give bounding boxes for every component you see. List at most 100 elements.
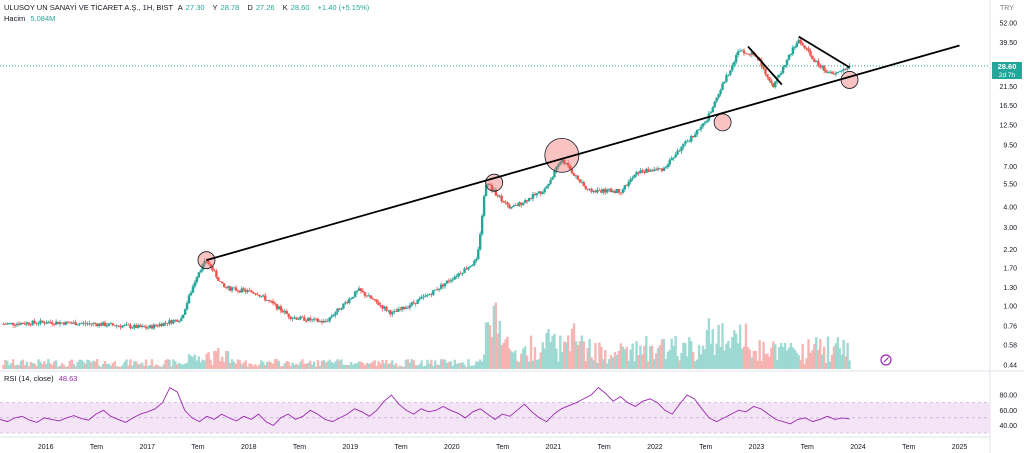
volume-bar xyxy=(762,341,765,369)
volume-bar xyxy=(482,354,486,369)
volume-bar xyxy=(168,359,171,369)
volume-bar xyxy=(725,343,728,369)
highlight-circle xyxy=(713,113,732,132)
candle-body xyxy=(600,190,603,193)
candle-body xyxy=(265,300,269,302)
candle-body xyxy=(692,135,695,138)
candle-body xyxy=(195,277,199,283)
candle-body xyxy=(60,322,64,324)
candle-body xyxy=(99,323,103,326)
candle-body xyxy=(170,320,173,324)
candle-body xyxy=(658,168,662,170)
candle-body xyxy=(492,189,496,191)
volume-bar xyxy=(436,364,439,369)
candle-body xyxy=(66,321,70,323)
candle-body xyxy=(733,62,736,66)
volume-bar xyxy=(680,352,683,369)
volume-bar xyxy=(375,365,378,369)
time-tick-label: 2021 xyxy=(546,444,562,451)
volume-bar xyxy=(340,359,343,369)
candle-body xyxy=(418,298,421,300)
candle-body xyxy=(264,295,267,301)
candle-body xyxy=(369,295,372,299)
time-axis[interactable]: 2016 Tem 2017 Tem 2018 Tem 2019 Tem 2020 Tem 2021 T… xyxy=(38,444,968,451)
candle-body xyxy=(191,286,195,293)
candle-body xyxy=(559,162,562,165)
candle-body xyxy=(568,165,572,170)
volume-bar xyxy=(246,366,249,369)
volume-bar xyxy=(697,344,701,369)
candle-body xyxy=(320,321,324,323)
volume-bar xyxy=(371,361,374,369)
volume-bar xyxy=(240,364,243,369)
candle-body xyxy=(86,323,89,325)
volume-bar xyxy=(527,361,531,369)
volume-bar xyxy=(135,361,138,369)
volume-bar xyxy=(273,359,277,369)
volume-bar xyxy=(387,364,390,369)
volume-bar xyxy=(78,359,81,369)
time-tick-label: Tem xyxy=(90,444,103,451)
volume-bar xyxy=(676,356,679,369)
volume-bar xyxy=(824,363,828,369)
volume-bar xyxy=(674,336,677,369)
volume-bar xyxy=(13,365,17,369)
volume-bar xyxy=(830,354,834,369)
candle-body xyxy=(224,287,228,288)
volume-bar xyxy=(441,359,445,369)
volume-bar xyxy=(125,359,128,369)
price-tick-label: 0.76 xyxy=(1003,323,1017,330)
volume-bar xyxy=(113,361,116,369)
symbol-legend[interactable]: ULUSOY UN SANAYİ VE TİCARET A.Ş., 1H, BI… xyxy=(4,3,372,12)
price-tick-label: 1.00 xyxy=(1003,304,1017,311)
volume-bar xyxy=(564,342,568,369)
candle-body xyxy=(439,284,443,289)
volume-bar xyxy=(162,364,165,369)
volume-bar xyxy=(119,366,122,369)
candle-body xyxy=(604,189,607,193)
candle-body xyxy=(15,323,19,326)
candle-body xyxy=(494,189,498,196)
alert-icon[interactable] xyxy=(880,354,892,366)
rsi-axis[interactable]: 80.00 60.00 40.00 xyxy=(999,393,1017,430)
symbol-title[interactable]: ULUSOY UN SANAYİ VE TİCARET A.Ş., 1H, BI… xyxy=(4,3,174,12)
volume-bar xyxy=(473,365,476,369)
candle-body xyxy=(312,318,316,320)
volume-bar xyxy=(469,366,472,369)
candle-body xyxy=(43,322,46,324)
candle-body xyxy=(592,190,595,192)
candle-body xyxy=(402,306,406,310)
volume-bar xyxy=(353,363,357,369)
volume-bar xyxy=(717,324,720,369)
candle-body xyxy=(820,65,824,68)
candle-body xyxy=(543,188,546,193)
candle-body xyxy=(445,280,449,284)
volume-bar xyxy=(672,345,675,369)
volume-bar xyxy=(568,351,572,369)
candle-body xyxy=(652,169,656,172)
candle-body xyxy=(275,304,279,310)
volume-bar xyxy=(264,365,267,369)
trendlines[interactable] xyxy=(206,35,960,262)
highlight-circles[interactable] xyxy=(197,71,859,270)
candle-body xyxy=(719,90,722,95)
candle-body xyxy=(273,303,277,305)
volume-bar xyxy=(203,360,206,369)
volume-bar xyxy=(617,351,621,369)
candle-body xyxy=(832,73,836,75)
volume-bar xyxy=(645,336,648,369)
volume-bar xyxy=(760,360,763,369)
volume-legend[interactable]: Hacim 5.084M xyxy=(4,14,58,23)
candle-body xyxy=(400,306,404,310)
volume-bar xyxy=(365,362,369,369)
candle-body xyxy=(254,293,257,295)
candle-body xyxy=(781,66,785,73)
candle-body xyxy=(326,320,329,322)
volume-bar xyxy=(416,365,419,369)
candle-body xyxy=(690,135,693,142)
candle-body xyxy=(172,320,175,324)
candle-body xyxy=(336,308,339,313)
volume-bar xyxy=(103,361,107,369)
rsi-legend[interactable]: RSI (14, close) 48.63 xyxy=(4,374,80,383)
